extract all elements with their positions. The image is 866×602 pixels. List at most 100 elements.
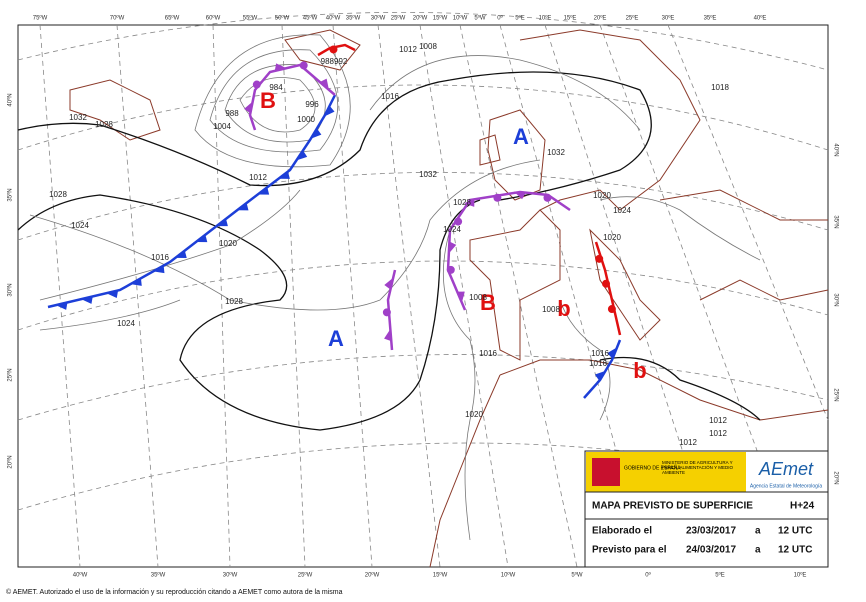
lat-label: 30ºN [7, 283, 14, 296]
info-cell: a [755, 545, 761, 556]
lat-label: 40ºN [7, 93, 14, 106]
isobar-label: 1012 [249, 173, 267, 182]
lat-label: 25ºN [7, 368, 14, 381]
front-semicircle [446, 265, 455, 274]
lon-label: 50ºW [275, 15, 290, 22]
lon-label: 70ºW [110, 15, 125, 22]
front-semicircle [252, 80, 261, 89]
isobar-label: 1000 [297, 115, 315, 124]
front-semicircle [543, 193, 552, 202]
lon-label: 25ºW [391, 15, 406, 22]
lon-label: 25ºE [626, 15, 639, 22]
front-triangle [296, 150, 308, 161]
front-triangle [513, 191, 526, 200]
info-cell: 12 UTC [778, 526, 812, 537]
isobar-label: 1032 [547, 148, 565, 157]
front-semicircle [299, 61, 308, 70]
isobar-label: 1012 [679, 438, 697, 447]
isobar-label: 1020 [465, 410, 483, 419]
map-labels: 75ºW 70ºW 65ºW 60ºW 55ºW 50ºW 45ºW 40ºW 35ºW 30ºW… [7, 15, 840, 579]
front-semicircle [607, 305, 616, 314]
lon-label: 30ºE [662, 15, 675, 22]
front-semicircle [595, 254, 604, 263]
info-box: GOBIERNO DE ESPAÑA MINISTERIO DE AGRICUL… [584, 450, 829, 568]
lon-label: 20ºW [365, 572, 380, 579]
pressure-center: b [633, 358, 646, 383]
lat-label: 20ºN [832, 471, 839, 484]
isobar-label: 1032 [69, 113, 87, 122]
front-triangle [324, 105, 335, 117]
front-triangle [319, 78, 329, 90]
ministry-text: MINISTERIO DE AGRICULTURA Y PESCA, ALIME… [662, 460, 734, 475]
gov-text: GOBIERNO DE ESPAÑA [624, 464, 681, 471]
isobar-label: 1024 [117, 319, 135, 328]
pressure-center: b [557, 296, 570, 321]
front-triangle [607, 347, 618, 359]
front-triangle [595, 370, 606, 381]
lat-label: 35ºN [7, 188, 14, 201]
isobar-label: 1028 [95, 120, 113, 129]
lon-label: 5ºE [515, 15, 525, 22]
pressure-center: B [480, 290, 496, 315]
lon-label: 75ºW [33, 15, 48, 22]
lon-label: 15ºW [433, 15, 448, 22]
isobar-label: 1024 [71, 221, 89, 230]
lon-label: 20ºW [413, 15, 428, 22]
lon-label: 45ºW [303, 15, 318, 22]
info-title: MAPA PREVISTO DE SUPERFICIE [592, 501, 753, 512]
info-cell: a [755, 526, 761, 537]
lon-label: 10ºW [453, 15, 468, 22]
isobar-label: 1016 [151, 253, 169, 262]
front-triangle [257, 187, 270, 195]
info-cell: Elaborado el [592, 526, 652, 537]
front-triangle [310, 128, 322, 139]
front-semicircle [382, 308, 391, 317]
pressure-center: A [328, 326, 344, 351]
isobar-label: 1024 [443, 225, 461, 234]
front-triangle [278, 171, 290, 179]
front-symbols [55, 45, 618, 381]
logo: AEmet [758, 459, 814, 479]
lat-label: 30ºN [832, 293, 839, 306]
lat-label: 20ºN [7, 455, 14, 468]
front-triangle [195, 234, 208, 243]
lon-label: 55ºW [243, 15, 258, 22]
front-triangle [384, 329, 392, 342]
isobar-label: 1020 [603, 233, 621, 242]
isobar-label: 988 [225, 109, 239, 118]
info-cell: 23/03/2017 [686, 526, 736, 537]
front-triangle [130, 278, 142, 286]
forecast-step: H+24 [790, 501, 815, 512]
isobar-label: 984 [269, 83, 283, 92]
logo-subtitle: Agencia Estatal de Meteorología [750, 483, 822, 489]
lat-label: 40ºN [832, 143, 839, 156]
front-triangle [457, 291, 465, 303]
isobar-label: 1028 [49, 190, 67, 199]
front-triangle [448, 241, 457, 254]
isobar-label: 1020 [593, 191, 611, 200]
lon-label: 0º [645, 572, 651, 579]
pressure-center: B [260, 88, 276, 113]
isobar-label: 1012 [399, 45, 417, 54]
front-semicircle [329, 45, 338, 54]
isobar-label: 1016 [381, 92, 399, 101]
front-triangle [463, 199, 475, 207]
lon-label: 35ºW [151, 572, 166, 579]
info-cell: Previsto para el [592, 545, 667, 556]
lon-label: 10ºE [794, 572, 807, 579]
isobar-label: 1020 [219, 239, 237, 248]
isobar-label: 1018 [711, 83, 729, 92]
front-triangle [216, 218, 228, 227]
info-cell: 12 UTC [778, 545, 812, 556]
lon-label: 30ºW [223, 572, 238, 579]
isobar-label: 1008 [469, 293, 487, 302]
front-triangle [106, 290, 119, 298]
isobar-label: 988992 [321, 57, 348, 66]
front-semicircle [602, 279, 611, 288]
lon-label: 5ºE [715, 572, 725, 579]
front-triangle [81, 296, 93, 304]
lon-label: 15ºE [564, 15, 577, 22]
isobar-label: 1024 [613, 206, 631, 215]
lon-label: 65ºW [165, 15, 180, 22]
lon-label: 10ºE [539, 15, 552, 22]
